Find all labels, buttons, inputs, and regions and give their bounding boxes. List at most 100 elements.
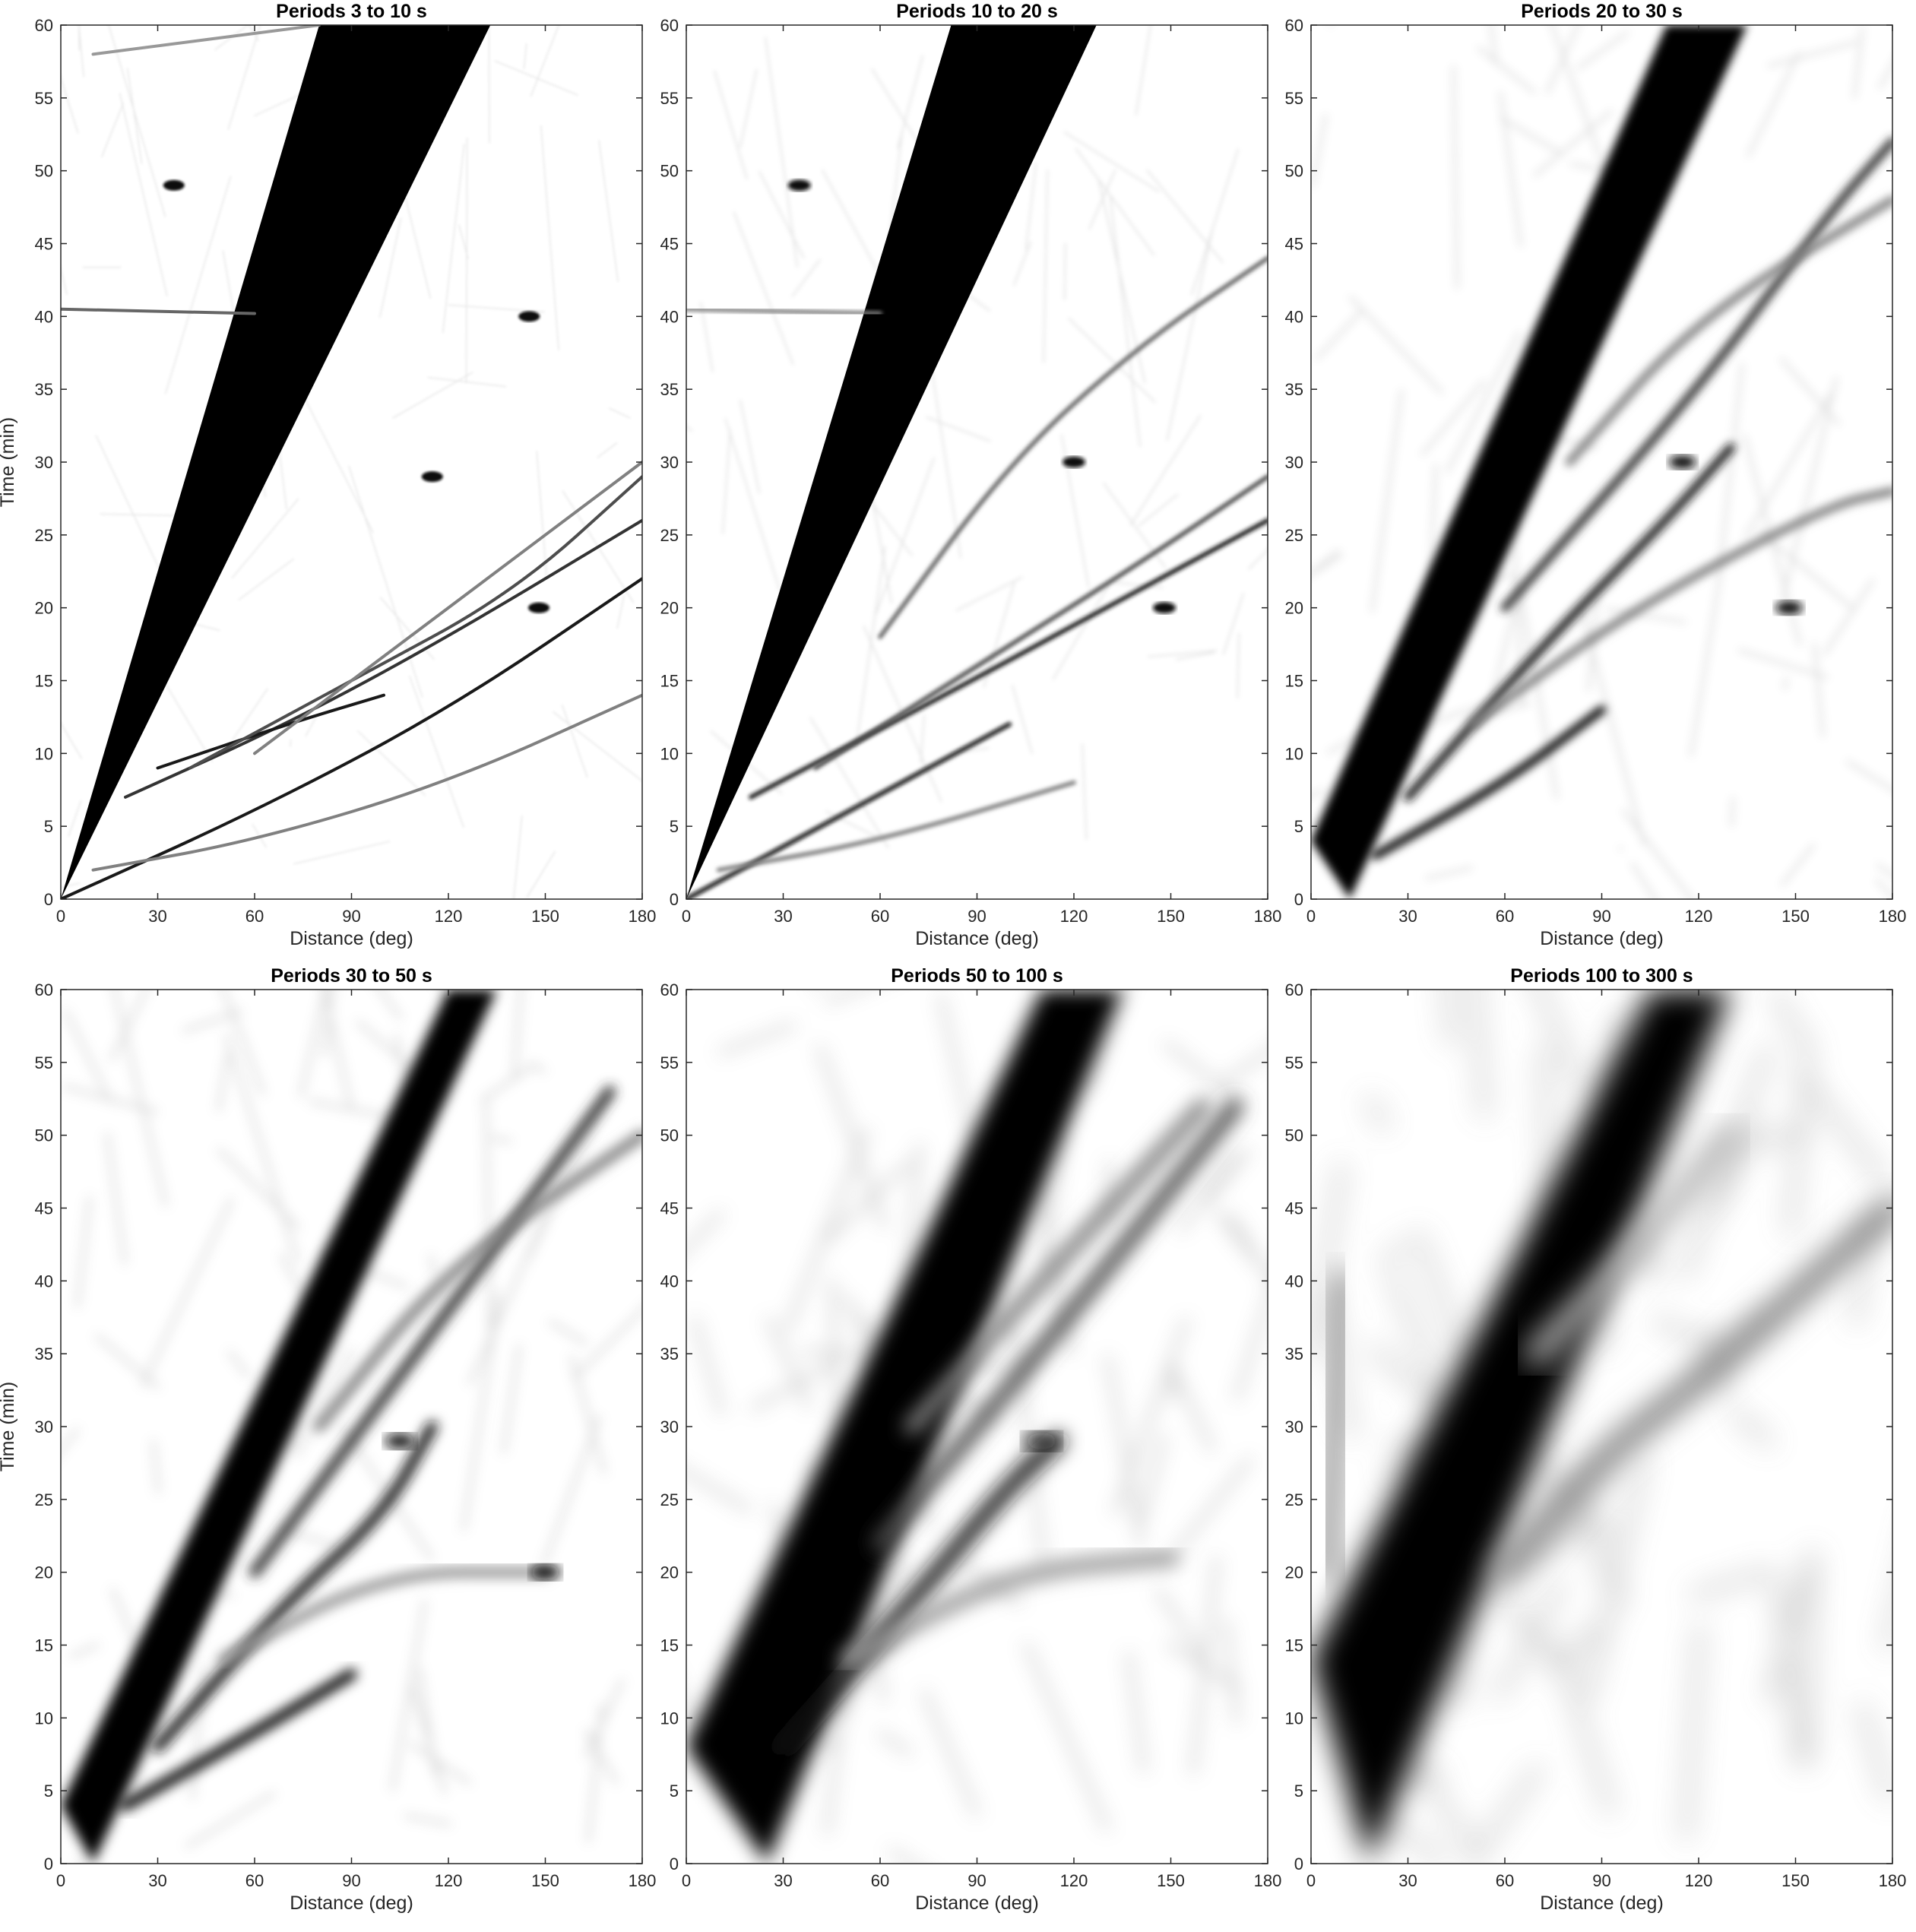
y-tick-label: 0 (44, 1854, 53, 1873)
texture-streak (1717, 363, 1744, 581)
y-tick-label: 40 (660, 307, 679, 326)
texture-streak (1063, 242, 1066, 300)
texture-streak (1781, 376, 1838, 600)
texture-streak (140, 1197, 234, 1388)
texture-streak (1081, 743, 1088, 840)
texture-streak (1138, 1433, 1167, 1525)
x-tick-label: 30 (1398, 1871, 1417, 1890)
y-tick-label: 10 (35, 744, 53, 763)
texture-streak (1746, 51, 1800, 158)
y-tick-label: 25 (660, 1490, 679, 1509)
x-axis-label: Distance (deg) (1540, 928, 1664, 949)
x-tick-label: 0 (1306, 907, 1316, 926)
y-tick-label: 25 (35, 1490, 53, 1509)
x-tick-label: 150 (531, 907, 559, 926)
texture-streak (1247, 548, 1268, 570)
arrival-branch (217, 1566, 551, 1665)
texture-streak (686, 1209, 724, 1253)
y-tick-label: 40 (35, 1272, 53, 1291)
arrival-branch (91, 25, 321, 56)
texture-streak (1767, 40, 1858, 68)
texture-streak (513, 815, 523, 899)
y-tick-label: 10 (35, 1709, 53, 1728)
texture-streak (1472, 990, 1490, 1119)
texture-streak (1146, 169, 1224, 264)
texture-streak (825, 990, 864, 1006)
panel-1: 0 30 60 90 120 150 180 0 5 10 15 20 25 30 35 40 45 50 55 60… (0, 1, 657, 949)
y-tick-label: 50 (660, 162, 679, 181)
dark-wedge (61, 25, 491, 899)
y-tick-label: 35 (660, 380, 679, 399)
texture-streak (69, 1642, 100, 1659)
texture-streak (1621, 809, 1694, 899)
texture-streak (1222, 592, 1245, 655)
x-axis-label: Distance (deg) (290, 928, 413, 949)
texture-streak (112, 990, 168, 1208)
x-tick-label: 180 (1879, 907, 1907, 926)
texture-streak (321, 990, 354, 1112)
y-tick-label: 35 (1285, 380, 1303, 399)
texture-streak (825, 810, 879, 839)
texture-streak (1452, 65, 1459, 289)
x-tick-label: 60 (245, 907, 264, 926)
texture-streak (1753, 1123, 1812, 1150)
texture-streak (721, 429, 731, 534)
texture-streak (1202, 1146, 1253, 1205)
texture-streak (108, 25, 166, 217)
texture-streak (1380, 1239, 1405, 1272)
texture-streak (409, 676, 464, 828)
y-tick-label: 25 (35, 526, 53, 545)
x-tick-label: 30 (774, 1871, 792, 1890)
texture-streak (1109, 196, 1142, 448)
y-tick-label: 55 (35, 1053, 53, 1072)
texture-streak (1129, 414, 1202, 527)
texture-streak (1223, 1619, 1240, 1725)
arrival-branch (872, 1097, 1244, 1552)
texture-streak (1025, 162, 1037, 250)
x-tick-label: 0 (1306, 1871, 1316, 1890)
x-tick-label: 90 (968, 907, 986, 926)
y-tick-label: 20 (660, 1563, 679, 1582)
texture-streak (955, 576, 1023, 612)
texture-streak (1404, 1752, 1477, 1852)
texture-streak (78, 25, 84, 78)
arrival-branch (313, 1129, 642, 1433)
texture-streak (809, 717, 890, 849)
texture-streak (1688, 1566, 1775, 1600)
texture-streak (714, 70, 748, 180)
texture-streak (1766, 1563, 1813, 1703)
x-tick-label: 120 (1060, 1871, 1088, 1890)
texture-streak (165, 683, 213, 762)
y-tick-label: 30 (1285, 453, 1303, 472)
texture-streak (298, 990, 328, 1097)
texture-streak (765, 1316, 812, 1410)
texture-streak (1164, 1455, 1254, 1565)
y-tick-label: 50 (1285, 1126, 1303, 1145)
texture-streak (1730, 797, 1735, 827)
y-tick-label: 45 (1285, 235, 1303, 254)
texture-streak (1553, 1644, 1616, 1816)
y-tick-label: 20 (660, 599, 679, 618)
arrival-branch (878, 255, 1268, 639)
texture-streak (1583, 1452, 1649, 1701)
x-tick-label: 150 (1157, 1871, 1185, 1890)
texture-streak (290, 739, 292, 747)
texture-streak (305, 717, 317, 737)
texture-streak (164, 176, 232, 394)
y-tick-label: 60 (35, 980, 53, 999)
texture-streak (749, 1358, 841, 1412)
texture-streak (920, 1688, 980, 1818)
y-tick-label: 0 (1294, 1854, 1303, 1873)
x-tick-label: 180 (629, 907, 657, 926)
texture-streak (76, 1857, 82, 1864)
arrival-branch (124, 518, 642, 799)
amplitude-hotspot (530, 1564, 561, 1580)
texture-streak (1165, 1640, 1243, 1693)
texture-streak (854, 546, 886, 749)
arrival-branch (839, 1549, 1180, 1668)
y-tick-label: 20 (35, 599, 53, 618)
y-tick-label: 45 (35, 1199, 53, 1218)
amplitude-hotspot (518, 311, 540, 322)
x-tick-label: 120 (1060, 907, 1088, 926)
texture-streak (1125, 1651, 1148, 1773)
